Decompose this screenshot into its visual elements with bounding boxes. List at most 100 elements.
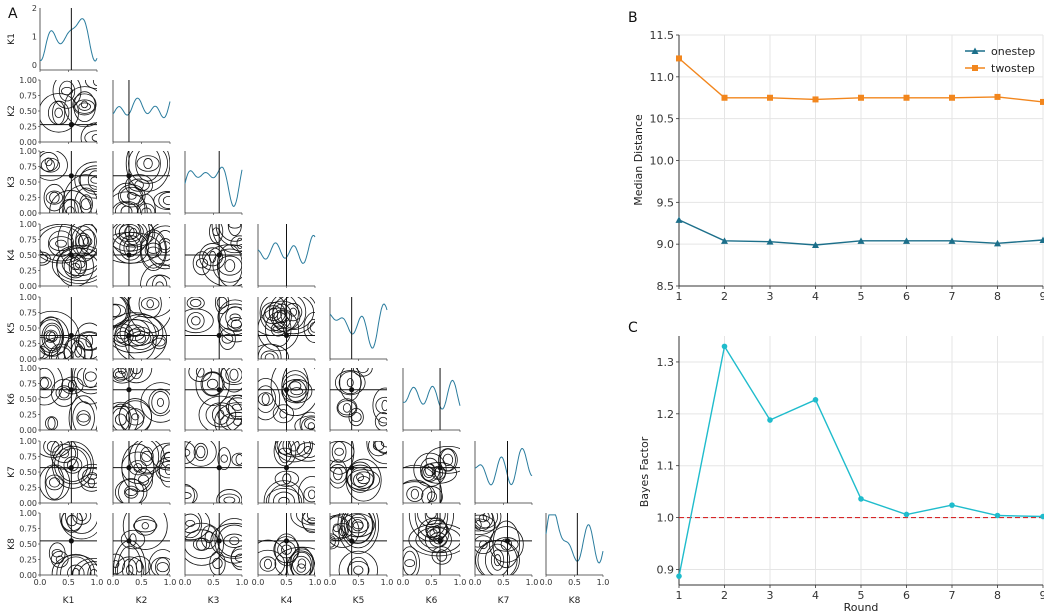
contour-line [356, 473, 365, 482]
contour-line [271, 303, 292, 330]
contour-line [278, 496, 290, 503]
contour-line [258, 385, 276, 413]
contour-line [76, 410, 91, 426]
y-tick-label: 1.00 [19, 220, 37, 229]
contour-line [113, 224, 156, 248]
contour-line [113, 406, 145, 430]
contour-line [78, 102, 91, 111]
contour-line [209, 551, 226, 575]
best-fit-marker [216, 465, 222, 471]
contour-line [113, 368, 134, 380]
best-fit-marker [283, 465, 290, 471]
contour-line [51, 378, 78, 407]
contour-line [212, 404, 230, 425]
x-tick-label: 1.0 [526, 578, 539, 587]
contour-line [273, 491, 295, 503]
k1-tick-label: 0 [32, 61, 37, 70]
contour-line [286, 550, 315, 575]
contour-line [185, 441, 196, 464]
panel-b-label: B [628, 10, 638, 26]
best-fit-marker [216, 332, 222, 339]
contour-line [80, 198, 92, 211]
twostep-point [949, 94, 955, 101]
contour-line [151, 391, 170, 414]
contour-line [151, 442, 170, 471]
x-tick-label: 0.5 [135, 578, 148, 587]
series-point [676, 573, 682, 579]
contour-line [475, 539, 520, 575]
contour-line [115, 556, 145, 575]
contours [40, 441, 97, 501]
y-tick-label: 0.50 [19, 468, 37, 477]
contour-line [115, 371, 126, 379]
corner-cell-k1-k1: 2 1 0 [32, 4, 98, 72]
corner-cell-k8-k2: 0.0 0.5 1.0 [107, 513, 176, 587]
marginal-curve [474, 447, 533, 486]
contour-line [117, 368, 127, 374]
contour-line [79, 165, 97, 195]
contour-line [89, 568, 97, 575]
contour-line [154, 230, 170, 262]
contour-line [73, 368, 97, 395]
corner-cell-k6-k2 [112, 368, 171, 432]
y-tick-label: 8.5 [657, 280, 675, 293]
x-tick-label: 0.5 [280, 578, 293, 587]
best-fit-marker [68, 538, 74, 544]
best-fit-marker [126, 538, 132, 544]
contour-line [120, 529, 146, 550]
contour-line [268, 297, 315, 335]
y-tick-label: 0.75 [19, 236, 37, 245]
contour-line [50, 441, 79, 470]
contour-line [44, 465, 65, 500]
contour-line [408, 523, 460, 557]
contour-line [490, 549, 505, 571]
best-fit-marker [349, 538, 355, 544]
y-tick-label: 10.0 [650, 155, 675, 168]
best-fit-marker [126, 387, 132, 393]
col-label-k6: K6 [426, 596, 438, 606]
corner-cell-k7-k3 [184, 441, 243, 505]
contour-line [195, 258, 209, 269]
x-tick-label: 0.0 [179, 578, 192, 587]
contour-line [272, 325, 285, 334]
contour-line [296, 442, 315, 459]
contour-line [352, 368, 373, 377]
contour-line [190, 298, 202, 307]
series-point [949, 502, 955, 508]
best-fit-marker [68, 173, 74, 179]
row-label-k2: K2 [7, 105, 17, 117]
contour-line [330, 516, 349, 540]
series-point [1040, 513, 1044, 520]
contour-line [195, 368, 230, 406]
contour-line [152, 275, 168, 286]
contour-line [56, 246, 94, 286]
x-tick-label: 1 [676, 589, 683, 602]
contour-line [113, 304, 121, 317]
y-tick-label: 0.9 [657, 563, 675, 576]
contour-line [330, 441, 355, 463]
best-fit-marker [68, 252, 74, 258]
contour-line [113, 401, 139, 430]
contour-line [40, 368, 64, 406]
y-tick-label: 0.00 [19, 282, 37, 291]
contour-line [155, 557, 170, 575]
contour-line [220, 368, 242, 393]
contour-line [214, 297, 230, 315]
contour-line [475, 520, 482, 530]
c-ylabel: Bayes Factor [638, 436, 651, 507]
contour-line [421, 486, 443, 503]
contour-line [80, 474, 97, 492]
contour-line [40, 224, 90, 264]
contour-line [141, 522, 149, 530]
contour-line [85, 80, 97, 89]
y-tick-label: 0.25 [19, 556, 37, 565]
corner-cell-k8-k5: 0.0 0.5 1.0 [324, 513, 393, 587]
contour-line [334, 447, 344, 456]
contours [40, 80, 97, 142]
legend-label-twostep: twostep [991, 62, 1035, 75]
contour-line [68, 256, 82, 277]
twostep-point [721, 94, 728, 101]
contour-line [74, 99, 96, 114]
contour-line [164, 464, 170, 475]
best-fit-marker [216, 387, 222, 393]
